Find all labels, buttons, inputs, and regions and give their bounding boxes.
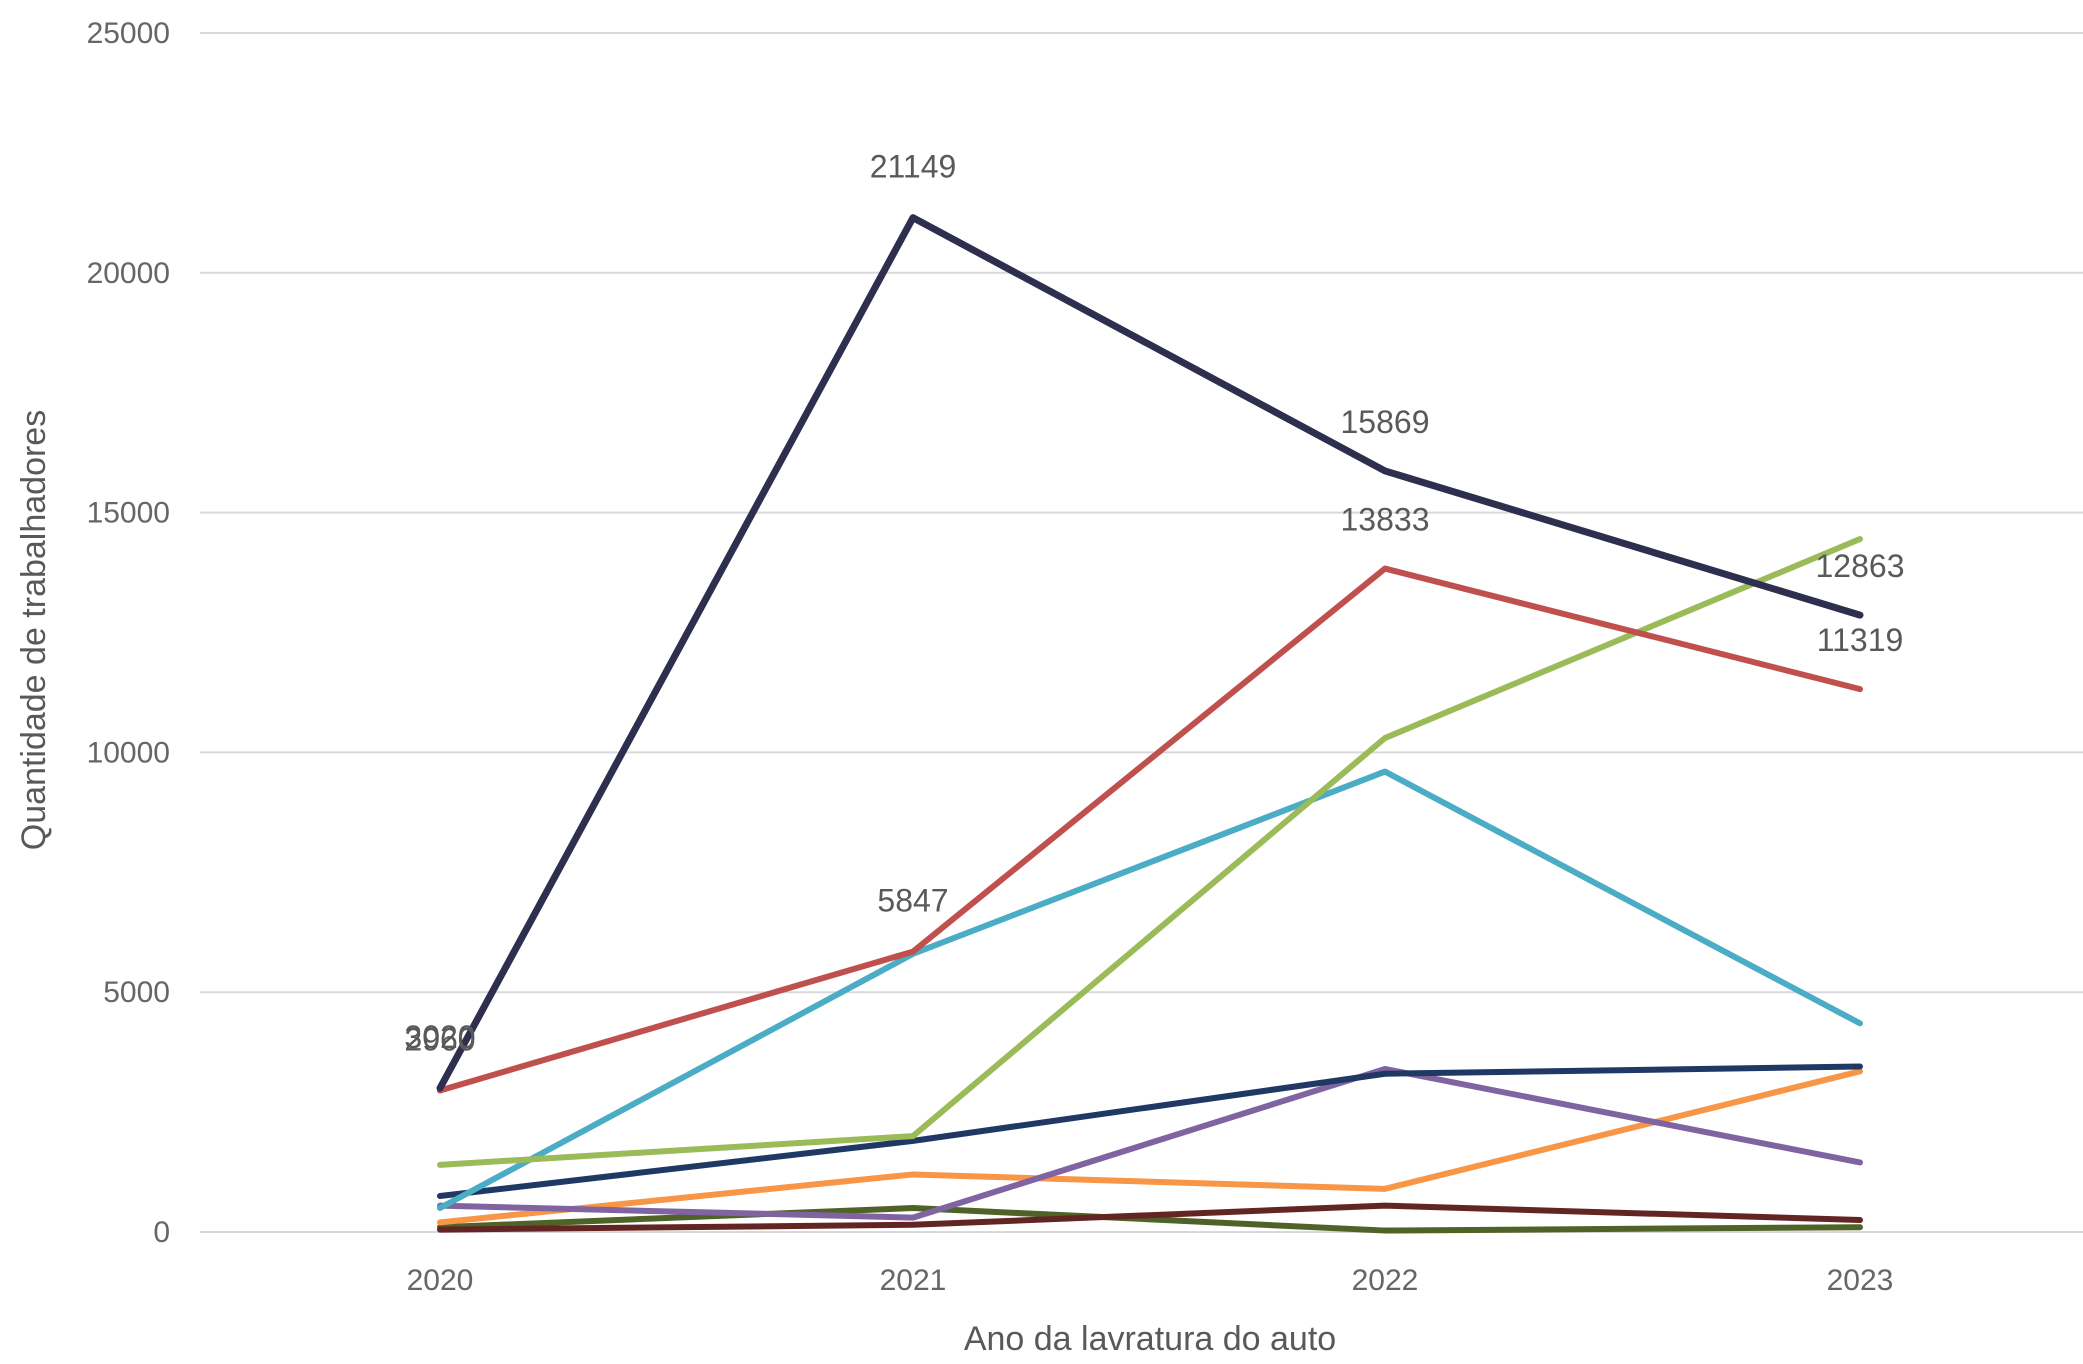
series-line-7 xyxy=(437,1068,1863,1226)
data-label: 15869 xyxy=(1341,404,1430,440)
data-label: 2960 xyxy=(404,1022,475,1058)
x-tick-label: 2023 xyxy=(1827,1264,1894,1297)
data-label: 11319 xyxy=(1817,622,1904,658)
series-line-9 xyxy=(437,1205,1863,1234)
y-tick-label: 5000 xyxy=(103,976,170,1009)
y-tick-label: 25000 xyxy=(87,17,170,50)
y-axis-ticks: 0 5000 10000 15000 20000 25000 xyxy=(87,17,170,1249)
y-tick-label: 0 xyxy=(153,1216,170,1249)
data-label: 21149 xyxy=(870,149,957,185)
data-label: 12863 xyxy=(1816,548,1905,584)
y-axis-title: Quantidade de trabalhadores xyxy=(15,410,53,850)
x-tick-label: 2021 xyxy=(880,1264,947,1297)
series-line-3 xyxy=(437,535,1863,1168)
series-line-8 xyxy=(437,1202,1863,1233)
series-line-4 xyxy=(437,768,1863,1212)
x-tick-label: 2022 xyxy=(1352,1264,1419,1297)
series-group xyxy=(436,214,1864,1234)
data-label: 13833 xyxy=(1341,502,1430,538)
data-label: 3020 xyxy=(404,1019,475,1055)
x-axis-title: Ano da lavratura do auto xyxy=(964,1320,1336,1358)
series-line-1 xyxy=(436,214,1864,1092)
y-tick-label: 10000 xyxy=(87,736,170,769)
series-line-2 xyxy=(437,565,1863,1094)
x-axis-ticks: 2020 2021 2022 2023 xyxy=(407,1264,1894,1297)
data-label: 5847 xyxy=(877,883,948,919)
x-tick-label: 2020 xyxy=(407,1264,474,1297)
y-tick-label: 20000 xyxy=(87,257,170,290)
series-line-6 xyxy=(437,1065,1863,1221)
y-tick-label: 15000 xyxy=(87,497,170,530)
series-line-5 xyxy=(437,1063,1863,1200)
gridlines xyxy=(200,32,2083,1233)
